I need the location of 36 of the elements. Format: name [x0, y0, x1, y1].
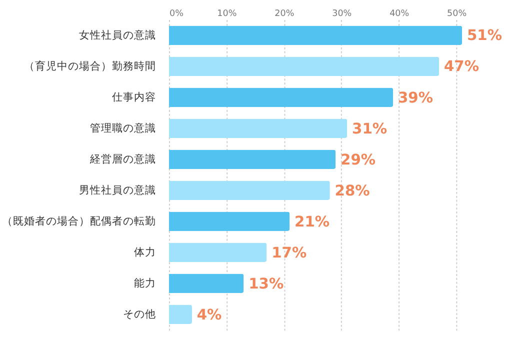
data-label: 51% — [466, 27, 502, 44]
data-label: 21% — [294, 213, 330, 230]
x-tick-label: 40% — [390, 9, 410, 20]
bar — [169, 26, 462, 45]
x-tick-label: 50% — [447, 9, 467, 20]
bar — [169, 56, 440, 76]
data-label: 28% — [334, 182, 370, 200]
data-label: 47% — [444, 58, 480, 76]
y-tick-label: 体力 — [134, 245, 156, 258]
data-label: 4% — [196, 306, 222, 324]
y-tick-label: 男性社員の意識 — [78, 183, 156, 196]
bar — [169, 88, 394, 107]
y-tick-label: 女性社員の意識 — [78, 28, 156, 42]
bar — [169, 304, 192, 324]
bar — [169, 274, 244, 293]
x-tick-label: 0% — [169, 9, 184, 20]
bar — [169, 180, 330, 200]
data-label: 17% — [272, 244, 307, 262]
bar — [169, 118, 348, 138]
x-tick-label: 20% — [274, 9, 294, 20]
y-tick-label: その他 — [122, 307, 156, 320]
data-label: 39% — [398, 89, 434, 106]
y-tick-label: 能力 — [134, 276, 156, 290]
y-tick-label: （既婚者の場合）配偶者の転勤 — [2, 214, 156, 228]
data-label: 13% — [248, 275, 284, 292]
bar — [169, 212, 290, 231]
bar — [169, 150, 336, 169]
x-tick-label: 30% — [332, 9, 352, 20]
bar — [169, 242, 267, 262]
x-tick-label: 10% — [217, 9, 237, 20]
y-tick-label: 仕事内容 — [112, 90, 156, 104]
data-label: 29% — [340, 151, 376, 168]
data-label: 31% — [352, 120, 388, 138]
y-tick-label: 管理職の意識 — [90, 121, 156, 134]
y-tick-label: 経営層の意識 — [88, 152, 156, 166]
y-tick-label: （育児中の場合）勤務時間 — [24, 59, 156, 72]
